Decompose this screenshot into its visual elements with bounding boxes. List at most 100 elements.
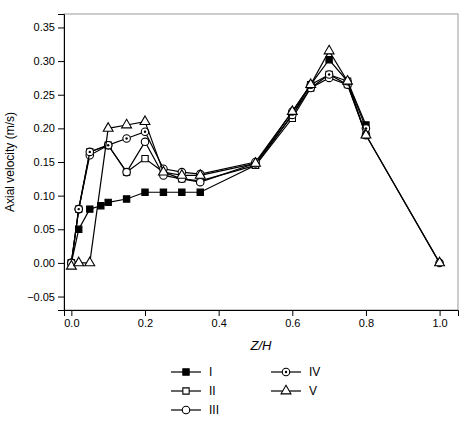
tick-mark xyxy=(58,196,64,197)
tick: 0.25 xyxy=(34,89,64,101)
marker-shape xyxy=(435,257,445,266)
marker-shape xyxy=(326,57,332,63)
series-line xyxy=(71,75,366,263)
legend-item: V xyxy=(271,384,317,398)
point xyxy=(160,189,166,195)
marker-shape xyxy=(179,189,185,195)
legend-item: III xyxy=(171,403,219,417)
point xyxy=(435,257,445,266)
point xyxy=(158,166,168,175)
legend-marker xyxy=(182,406,189,413)
tick-label: 0.2 xyxy=(138,317,153,329)
point xyxy=(123,196,129,202)
marker-shape xyxy=(105,199,111,205)
tick-label: 0.30 xyxy=(34,55,55,67)
point xyxy=(74,257,84,266)
marker-shape xyxy=(85,257,95,266)
legend-item: II xyxy=(171,384,216,398)
point xyxy=(85,257,95,266)
tick-mark xyxy=(219,310,220,316)
point xyxy=(197,189,203,195)
tick-mark xyxy=(58,297,64,298)
tick-label: 0.05 xyxy=(34,223,55,235)
series-line xyxy=(71,60,366,263)
marker-shape xyxy=(306,79,316,88)
point xyxy=(98,203,104,209)
marker-center xyxy=(328,73,330,75)
point xyxy=(87,206,93,212)
point xyxy=(123,169,129,175)
tick: 0.2 xyxy=(138,310,153,329)
marker-shape xyxy=(183,369,189,375)
point xyxy=(195,170,205,179)
marker-shape xyxy=(195,170,205,179)
legend-label: I xyxy=(209,365,212,379)
tick: 1.0 xyxy=(432,310,447,329)
marker-center xyxy=(89,151,91,153)
axis-line xyxy=(58,15,65,311)
marker-shape xyxy=(123,196,129,202)
legend-item: IV xyxy=(271,365,320,379)
x-axis: 0.0 0.2 0.4 0.6 0.8 1.0 xyxy=(64,310,458,329)
tick-label: 0.4 xyxy=(212,317,227,329)
y-axis-title: Axial velocity (m/s) xyxy=(3,112,17,212)
point xyxy=(141,138,148,145)
tick-label: 1.0 xyxy=(432,317,447,329)
tick: 0.0 xyxy=(64,310,79,329)
point xyxy=(306,79,316,88)
tick-label: 0.25 xyxy=(34,89,55,101)
marker-shape xyxy=(86,148,93,155)
tick-mark xyxy=(58,162,64,163)
point xyxy=(123,168,130,175)
tick-mark xyxy=(145,310,146,316)
legend-item: I xyxy=(171,365,212,379)
tick-mark xyxy=(292,310,293,316)
marker-shape xyxy=(197,189,203,195)
legend-marker xyxy=(282,368,289,375)
tick-label: 0.6 xyxy=(285,317,300,329)
point xyxy=(123,135,130,142)
legend-label: IV xyxy=(309,365,320,379)
tick: 0.05 xyxy=(34,223,64,235)
marker-shape xyxy=(326,71,332,77)
marker-shape xyxy=(74,257,84,266)
point xyxy=(177,170,187,179)
tick-label: 0.0 xyxy=(64,317,79,329)
marker-shape xyxy=(182,406,189,413)
marker-shape xyxy=(87,149,93,155)
tick-label: 0.15 xyxy=(34,156,55,168)
point xyxy=(86,148,93,155)
series-line xyxy=(71,78,439,263)
marker-shape xyxy=(76,206,82,212)
point xyxy=(326,57,332,63)
point xyxy=(103,123,113,132)
y-axis: −0.050.000.050.100.150.200.250.300.35 xyxy=(27,15,64,311)
tick-mark xyxy=(58,229,64,230)
marker-shape xyxy=(141,138,148,145)
point xyxy=(287,106,297,115)
tick-mark xyxy=(58,95,64,96)
plot: 0.00.20.40.60.81.0−0.050.000.050.100.150… xyxy=(3,14,459,417)
point xyxy=(325,71,332,78)
marker-center xyxy=(285,371,287,373)
tick-label: 0.8 xyxy=(359,317,374,329)
marker-shape xyxy=(343,76,353,85)
point xyxy=(197,178,204,185)
tick-label: 0.00 xyxy=(34,257,55,269)
axis-line xyxy=(65,311,459,317)
marker-shape xyxy=(87,206,93,212)
point xyxy=(122,119,132,128)
tick-mark xyxy=(440,310,441,316)
point xyxy=(142,155,148,161)
tick: 0.15 xyxy=(34,156,64,168)
marker-shape xyxy=(123,135,130,142)
tick: 0.6 xyxy=(285,310,300,329)
plot-frame xyxy=(64,14,458,310)
marker-shape xyxy=(325,71,332,78)
tick-mark xyxy=(58,263,64,264)
point xyxy=(343,76,353,85)
marker-shape xyxy=(158,166,168,175)
marker-center xyxy=(107,144,109,146)
series-line xyxy=(71,51,439,266)
marker-shape xyxy=(282,368,289,375)
